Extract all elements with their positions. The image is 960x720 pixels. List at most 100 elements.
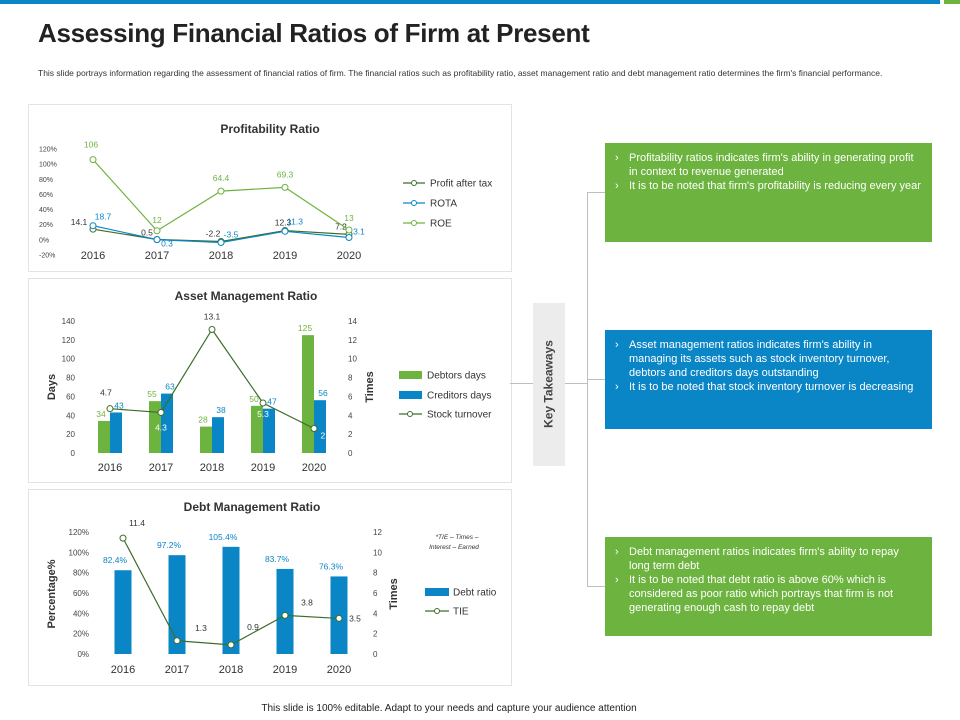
y2-tick-label: 2 [373, 630, 378, 639]
data-point [89, 222, 97, 230]
x-tick-label: 2020 [327, 664, 351, 676]
chart-note: *TIE – Times – [436, 534, 479, 541]
y2-tick-label: 6 [348, 392, 353, 401]
key-takeaways-label: Key Takeaways [541, 340, 556, 428]
data-point [217, 239, 225, 247]
top-accent-bar [0, 0, 940, 4]
y2-tick-label: 8 [348, 374, 353, 383]
bar-debtors-days [98, 420, 110, 453]
data-point [335, 614, 343, 622]
chevron-right-icon: › [615, 152, 619, 164]
data-point [208, 325, 216, 333]
x-tick-label: 2017 [165, 664, 189, 676]
data-label: 64.4 [213, 173, 230, 183]
y-tick-label: 120% [39, 147, 57, 154]
y-tick-label: 0% [39, 237, 49, 244]
y-tick-label: -20% [39, 253, 55, 260]
data-label: 18.7 [95, 212, 112, 222]
takeaway-box-asset: › Asset management ratios indicates firm'… [605, 330, 932, 429]
legend-label: ROE [430, 219, 452, 230]
y-tick-label: 60% [39, 192, 53, 199]
y-tick-label: 20 [66, 430, 75, 439]
x-tick-label: 2017 [145, 250, 169, 262]
legend-label: Debt ratio [453, 588, 497, 599]
y2-tick-label: 4 [348, 411, 353, 420]
bar-debtors-days [302, 335, 314, 453]
legend-marker [411, 180, 417, 186]
x-tick-label: 2017 [149, 462, 173, 474]
connector-line [510, 383, 533, 384]
y-axis-title: Percentage% [46, 559, 58, 628]
chevron-right-icon: › [615, 574, 619, 586]
data-point [281, 227, 289, 235]
data-label: 2. [320, 430, 327, 440]
y2-tick-label: 4 [373, 609, 378, 618]
footer-text: This slide is 100% editable. Adapt to yo… [261, 703, 637, 714]
legend-marker [411, 220, 417, 226]
bar-label: 38 [216, 405, 226, 415]
series-line-stock-turnover [109, 328, 315, 430]
y-tick-label: 140 [62, 317, 76, 326]
bar-creditors-days [212, 417, 224, 453]
x-tick-label: 2016 [111, 664, 135, 676]
data-point [345, 226, 353, 234]
legend-label: Creditors days [427, 391, 491, 402]
y2-axis-title: Times [388, 578, 400, 610]
bar-label: 34 [96, 409, 106, 419]
debt-chart-panel: Debt Management Ratio 120% 100% 80% 60% 40% 20… [28, 489, 512, 686]
y-axis-title: Days [46, 374, 58, 400]
x-tick-label: 2018 [219, 664, 243, 676]
bar-debt-ratio [276, 568, 294, 654]
bar-label: 97.2% [157, 540, 182, 550]
bar-label: 28 [198, 415, 208, 425]
bar-label: 55 [147, 389, 157, 399]
bar-creditors-days [263, 408, 275, 453]
data-label: -3.5 [224, 230, 239, 240]
takeaway-item: › It is to be noted that debt ratio is ab… [615, 574, 894, 614]
y-tick-label: 80% [73, 569, 89, 578]
asset-management-chart: Asset Management Ratio140120100806040200… [46, 289, 492, 474]
chevron-right-icon: › [615, 180, 619, 192]
data-label: 11.3 [287, 216, 303, 226]
page-subtitle: This slide portrays information regardin… [38, 68, 883, 78]
data-label: 3.1 [353, 227, 365, 237]
y-tick-label: 0 [71, 449, 76, 458]
bar-debt-ratio [222, 546, 240, 654]
y-tick-label: 20% [39, 222, 53, 229]
data-point [217, 187, 225, 195]
connector-line [587, 379, 605, 380]
legend-marker [434, 608, 440, 614]
y-tick-label: 120 [62, 336, 76, 345]
y2-tick-label: 10 [373, 548, 382, 557]
takeaway-item: › It is to be noted that firm's profitabi… [615, 180, 921, 192]
takeaway-box-profitability: › Profitability ratios indicates firm's a… [605, 143, 932, 242]
data-point [259, 399, 267, 407]
y-tick-label: 40% [39, 207, 53, 214]
connector-line [587, 192, 605, 193]
data-point [153, 227, 161, 235]
bar-label: 56 [318, 388, 328, 398]
data-label: 4.7 [100, 388, 112, 398]
y2-tick-label: 8 [373, 569, 378, 578]
y2-tick-label: 12 [348, 336, 357, 345]
legend-swatch [399, 391, 422, 399]
y2-tick-label: 6 [373, 589, 378, 598]
bar-label: 76.3% [319, 561, 344, 571]
bar-label: 105.4% [209, 532, 238, 542]
x-tick-label: 2018 [209, 250, 233, 262]
y2-axis-title: Times [364, 371, 376, 403]
chart-title: Debt Management Ratio [184, 500, 321, 514]
data-label: 5.3 [257, 409, 269, 419]
y2-tick-label: 0 [373, 650, 378, 659]
y-tick-label: 120% [69, 528, 89, 537]
series-line-2 [92, 159, 350, 232]
bar-creditors-days [314, 400, 326, 453]
x-tick-label: 2020 [302, 462, 326, 474]
data-label: 0.3 [161, 239, 173, 249]
data-label: 69.3 [277, 169, 294, 179]
bar-label: 83.7% [265, 554, 290, 564]
data-point [106, 405, 114, 413]
data-label: -2.2 [206, 229, 221, 239]
legend-marker [407, 411, 413, 417]
bar-creditors-days [110, 412, 122, 453]
